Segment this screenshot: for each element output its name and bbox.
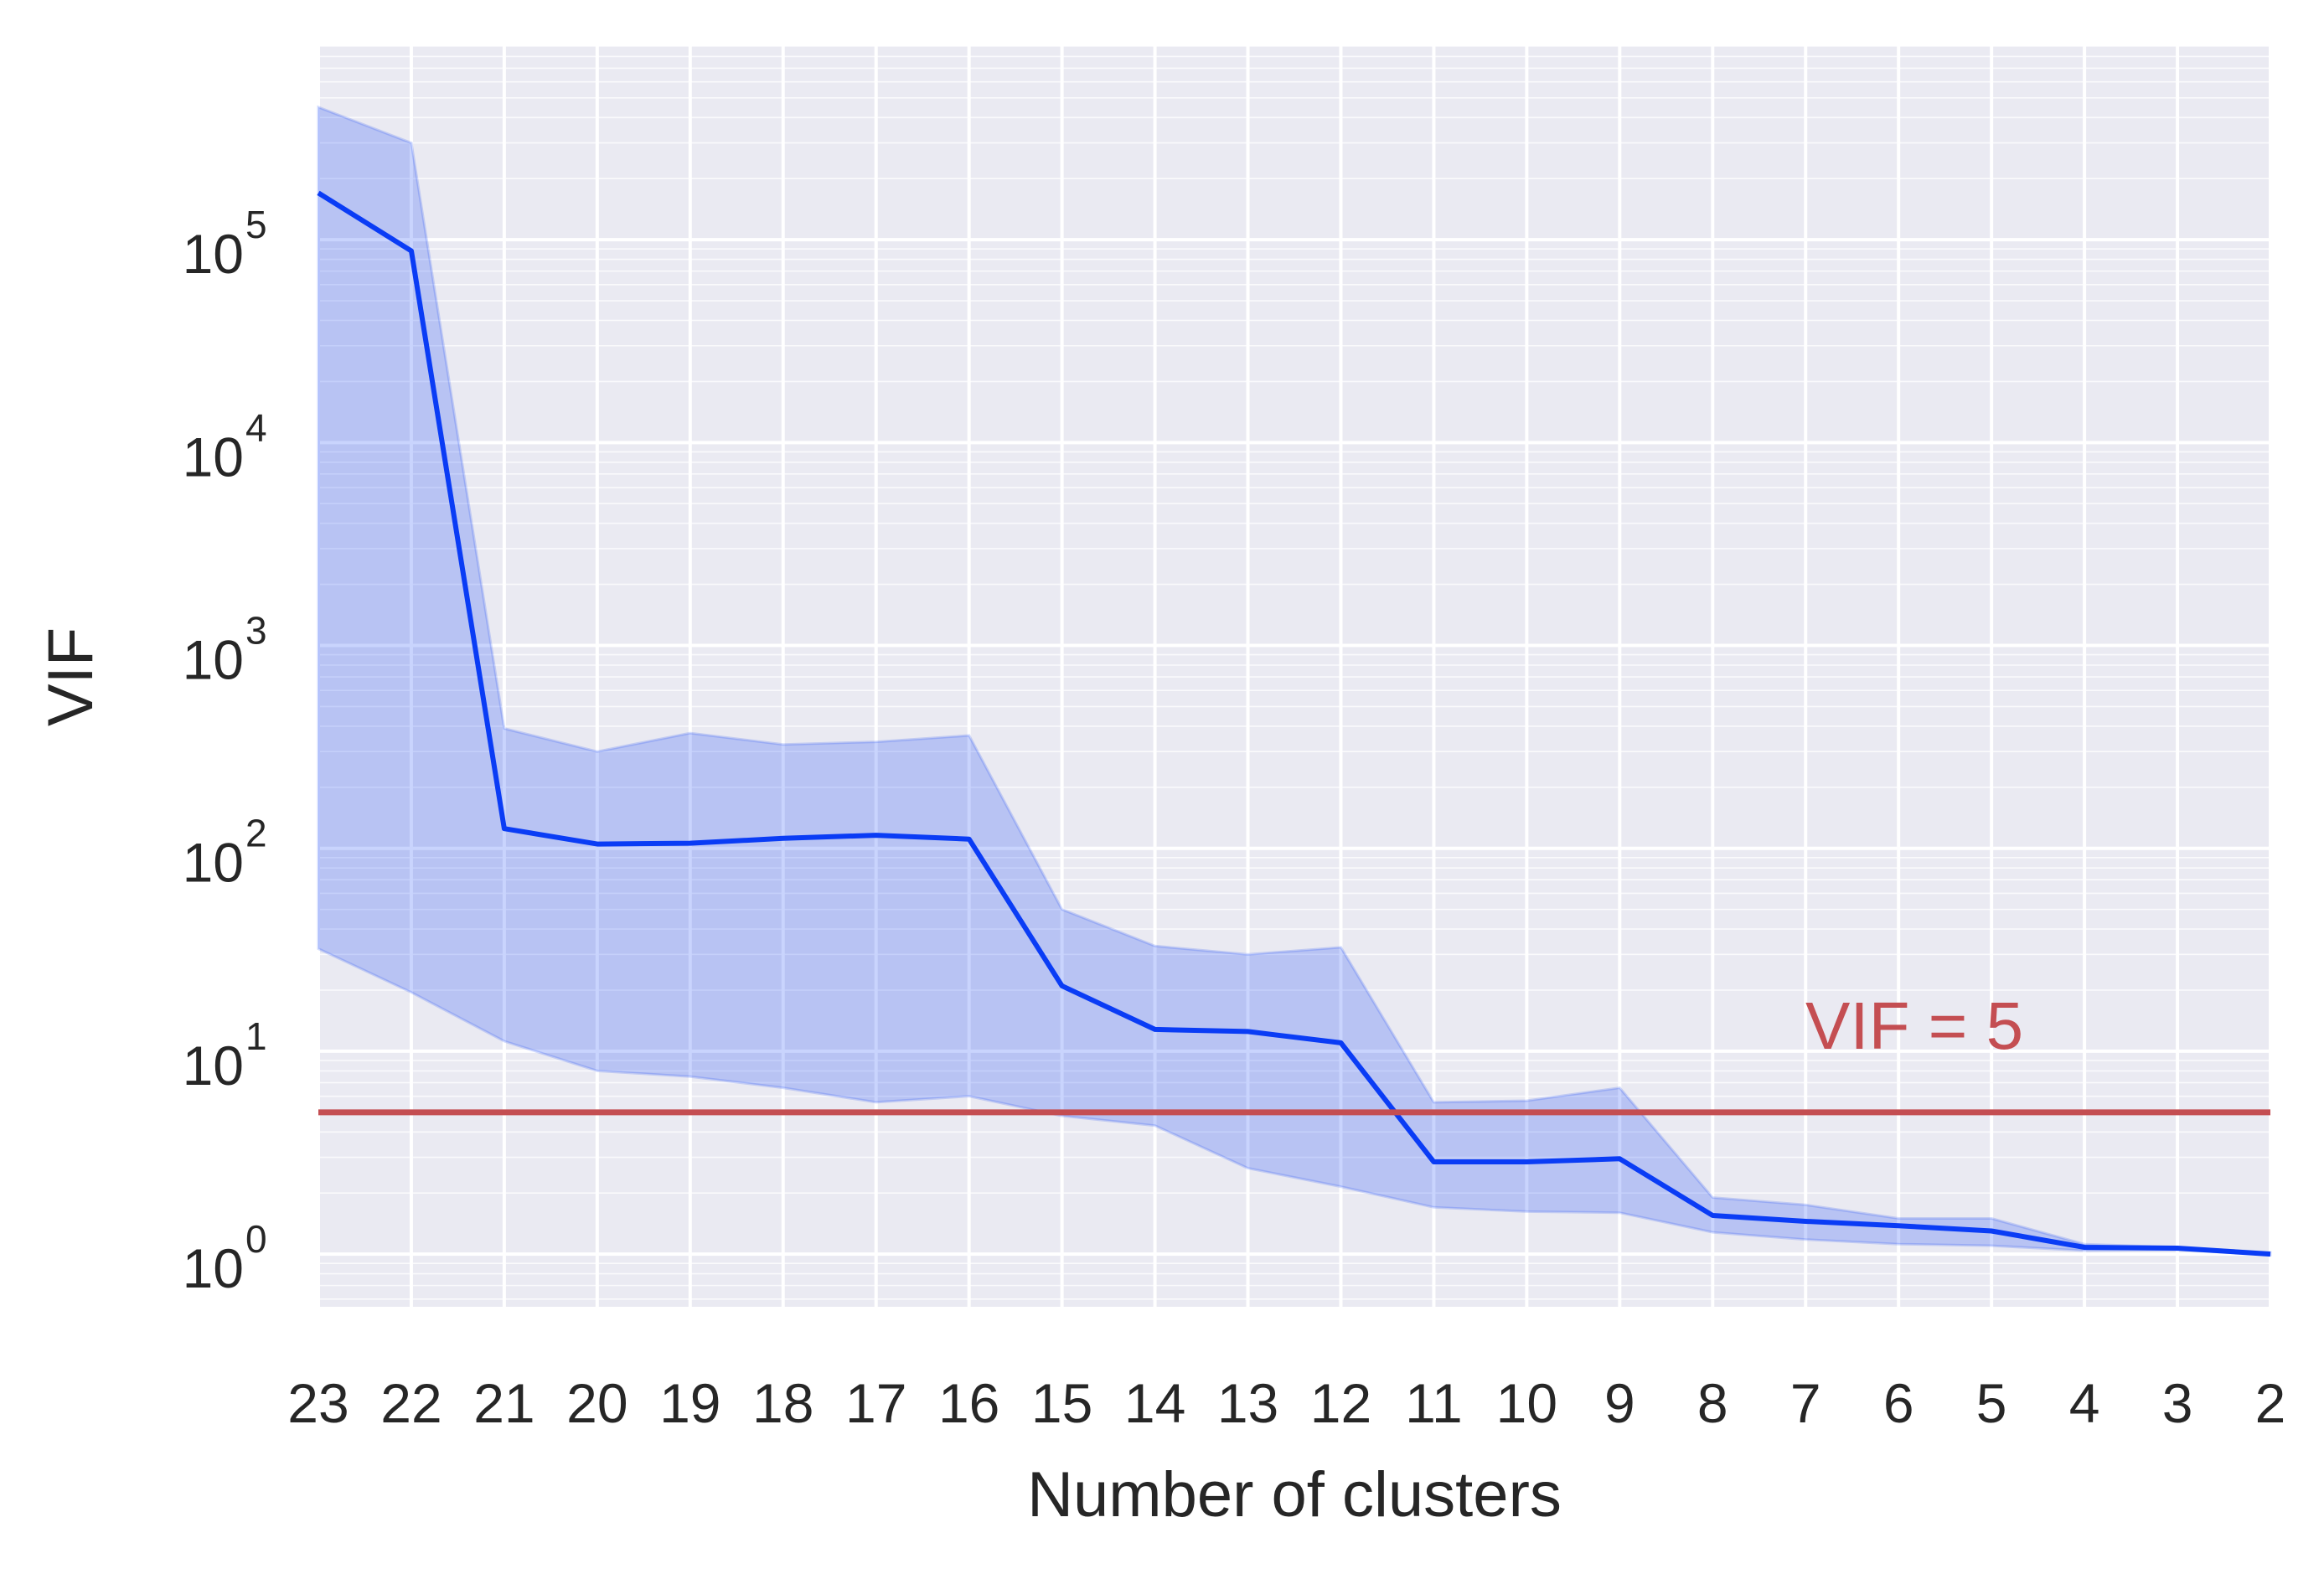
y-tick-label-base: 10: [183, 223, 244, 285]
y-tick-label-base: 10: [183, 629, 244, 691]
y-tick-label-base: 10: [183, 1237, 244, 1299]
y-axis-label: VIF: [35, 627, 106, 726]
x-tick-label-2: 2: [2255, 1372, 2286, 1434]
x-tick-label-6: 6: [1883, 1372, 1914, 1434]
x-tick-label-5: 5: [1976, 1372, 2007, 1434]
y-tick-label-exponent: 0: [245, 1217, 267, 1261]
x-tick-label-23: 23: [287, 1372, 349, 1434]
y-tick-label-base: 10: [183, 426, 244, 488]
x-tick-label-17: 17: [845, 1372, 906, 1434]
x-axis-label: Number of clusters: [1027, 1459, 1562, 1530]
x-tick-label-10: 10: [1496, 1372, 1557, 1434]
x-tick-label-14: 14: [1124, 1372, 1185, 1434]
x-tick-label-3: 3: [2162, 1372, 2193, 1434]
x-tick-label-9: 9: [1604, 1372, 1635, 1434]
series-layer: [317, 105, 2272, 1257]
x-tick-label-7: 7: [1790, 1372, 1821, 1434]
y-tick-label-base: 10: [183, 1035, 244, 1097]
y-tick-label-exponent: 2: [245, 812, 267, 855]
grid-lines: [317, 45, 2272, 1307]
x-tick-label-12: 12: [1310, 1372, 1371, 1434]
x-tick-label-16: 16: [938, 1372, 999, 1434]
x-tick-label-22: 22: [380, 1372, 442, 1434]
x-tick-label-21: 21: [473, 1372, 535, 1434]
series-0-confidence-band: [317, 105, 2272, 1257]
reference-layer: VIF = 5: [318, 988, 2270, 1116]
x-tick-label-4: 4: [2069, 1372, 2100, 1434]
x-tick-label-8: 8: [1697, 1372, 1728, 1434]
x-tick-label-15: 15: [1031, 1372, 1092, 1434]
y-tick-label-exponent: 5: [245, 203, 267, 246]
x-tick-label-20: 20: [566, 1372, 627, 1434]
reference-line-label: VIF = 5: [1805, 988, 2023, 1063]
y-tick-label-exponent: 1: [245, 1014, 267, 1058]
x-tick-label-18: 18: [752, 1372, 813, 1434]
x-tick-labels: 23 22 21 20 19 18 17 16 15 14 13 12 11 10 9 8 7 6 5 4 3 2: [287, 1372, 2285, 1434]
x-tick-label-13: 13: [1217, 1372, 1278, 1434]
x-tick-label-11: 11: [1405, 1372, 1463, 1434]
y-tick-label-exponent: 4: [245, 405, 267, 449]
y-tick-label-base: 10: [183, 832, 244, 894]
series-0-line: [317, 190, 2271, 1257]
x-tick-label-19: 19: [659, 1372, 720, 1434]
y-tick-label-exponent: 3: [245, 609, 267, 653]
